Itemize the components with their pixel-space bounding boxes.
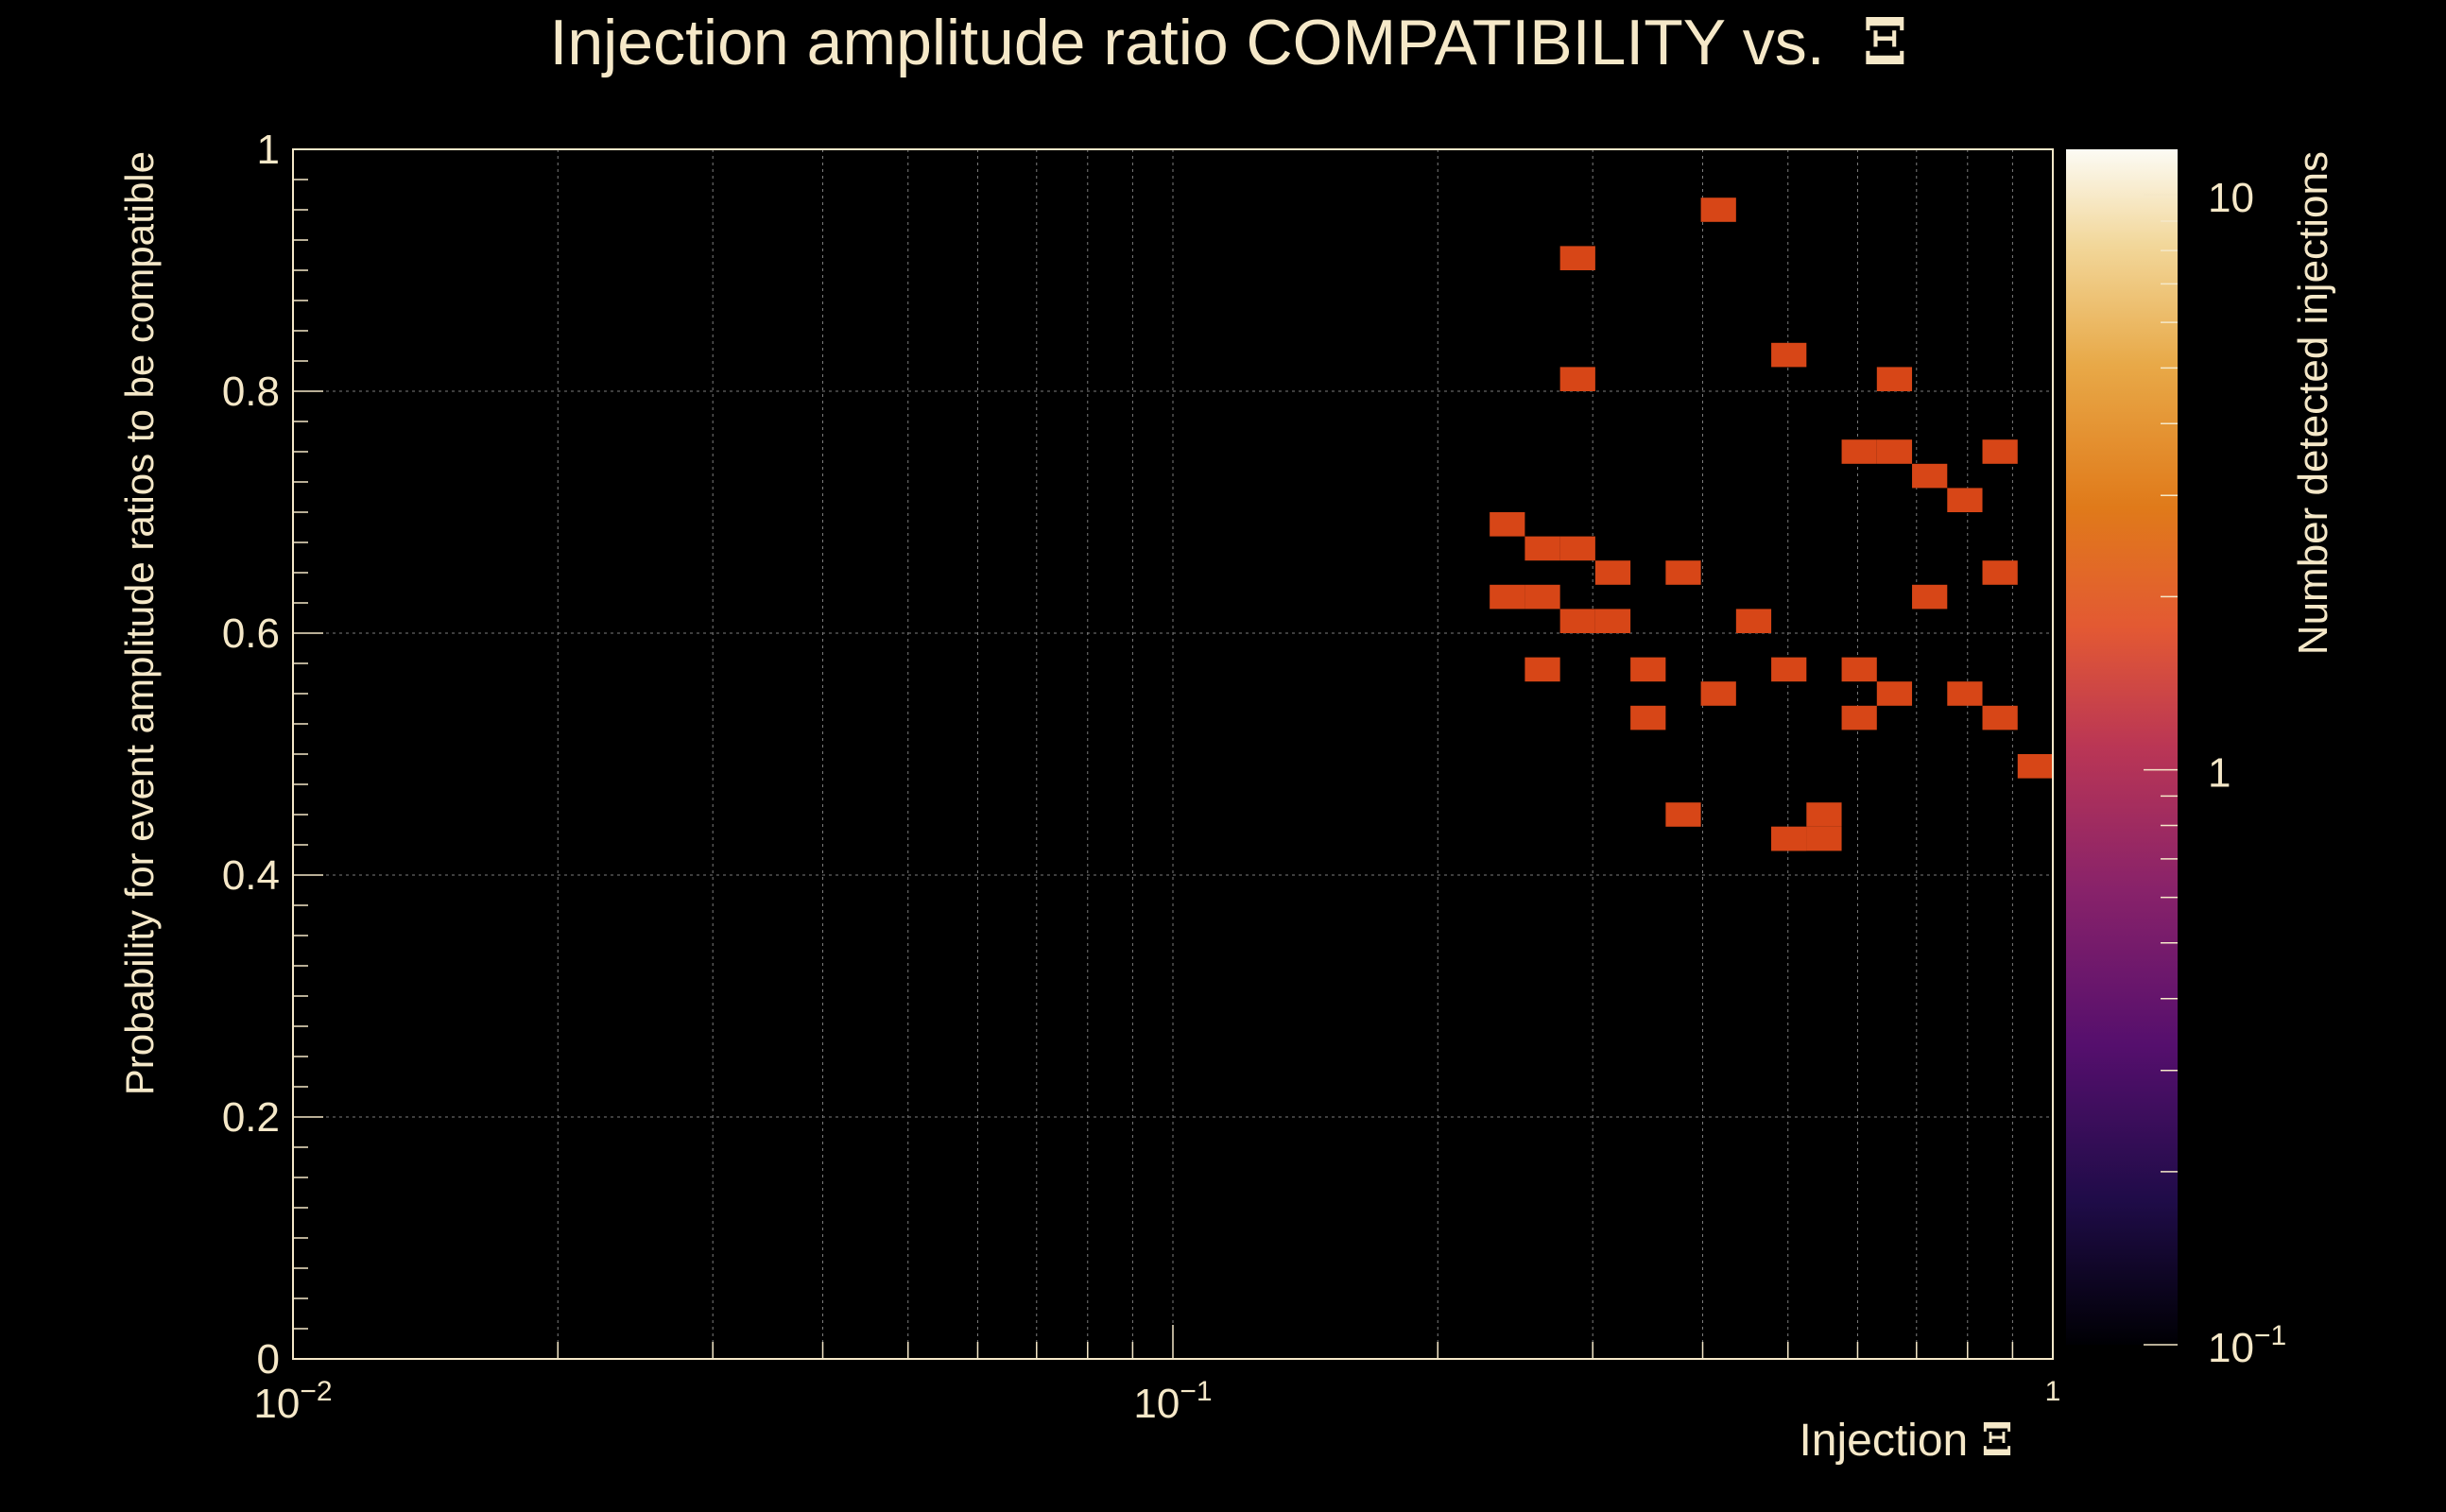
y-tick-label: 0.6: [222, 610, 280, 657]
heatmap-cell: [2017, 754, 2053, 779]
heatmap-cell: [1490, 512, 1525, 537]
heatmap-cell: [1876, 367, 1913, 391]
heatmap-cell: [1771, 826, 1807, 851]
y-tick-label: 1: [257, 127, 280, 173]
heatmap-cell: [1771, 657, 1807, 682]
heatmap-cell: [1594, 609, 1631, 633]
x-axis-label: Injection Ξ: [1799, 1414, 2013, 1467]
heatmap-cell: [1524, 657, 1560, 682]
heatmap-cell: [1982, 705, 2018, 730]
grid-lines: [293, 148, 2053, 1359]
x-tick-label: 1: [2045, 1376, 2061, 1407]
heatmap-cell: [1841, 439, 1877, 464]
y-tick-label: 0.8: [222, 369, 280, 415]
heatmap-cell: [1524, 536, 1560, 561]
heatmap-cell: [1876, 681, 1913, 706]
heatmap-cell: [1559, 609, 1595, 633]
heatmap-cell: [1876, 439, 1913, 464]
heatmap-cell: [1490, 584, 1525, 610]
heatmap-cell: [1912, 463, 1948, 489]
colorbar-gradient: [2066, 149, 2178, 1345]
colorbar-tick-label: 10: [2208, 175, 2254, 221]
heatmap-cell: [1912, 584, 1948, 610]
heatmap-cell: [1559, 536, 1595, 561]
heatmap-cell: [1841, 657, 1877, 682]
heatmap-cell: [1841, 705, 1877, 730]
xlabel-xi-symbol: Ξ: [1981, 1414, 2013, 1467]
heatmap-cell: [1630, 657, 1666, 682]
heatmap-cell: [1700, 198, 1736, 222]
chart-title: Injection amplitude ratio COMPATIBILITY …: [549, 5, 1907, 80]
heatmap-cell: [1665, 802, 1701, 827]
axis-ticks: 0 0.2 0.4 0.6 0.8 1 10−2 10−1 1: [222, 127, 2061, 1427]
heatmap-cell: [1806, 826, 1842, 851]
heatmap-cell: [1947, 681, 1983, 706]
heatmap-cell: [1594, 560, 1631, 585]
heatmap-cell: [1982, 560, 2018, 585]
heatmap-cell: [1735, 609, 1772, 633]
title-xi-symbol: Ξ: [1863, 5, 1908, 80]
heatmap-cell: [1559, 246, 1595, 270]
heatmap-cell: [1630, 705, 1666, 730]
x-tick-label: 10−2: [253, 1376, 332, 1427]
heatmap-cell: [1665, 560, 1701, 585]
heatmap-cell: [1700, 681, 1736, 706]
heatmap-cell: [1947, 488, 1983, 512]
y-tick-label: 0.2: [222, 1094, 280, 1141]
colorbar-ticks: 10−1 1 10: [2144, 175, 2286, 1371]
heatmap-cell: [1771, 342, 1807, 368]
x-tick-label: 10−1: [1133, 1376, 1212, 1427]
y-tick-label: 0: [257, 1336, 280, 1383]
heatmap-cell: [1982, 439, 2018, 464]
heatmap-cell: [1524, 584, 1560, 610]
heatmap-cell: [1806, 802, 1842, 827]
colorbar-tick-label: 10−1: [2208, 1320, 2286, 1371]
y-tick-label: 0.4: [222, 852, 280, 899]
heatmap-cells: [1490, 198, 2053, 851]
heatmap-cell: [1559, 367, 1595, 391]
colorbar-label: Number detected injections: [2290, 151, 2336, 655]
y-axis-label: Probability for event amplitude ratios t…: [117, 151, 162, 1095]
colorbar-tick-label: 1: [2208, 750, 2231, 797]
